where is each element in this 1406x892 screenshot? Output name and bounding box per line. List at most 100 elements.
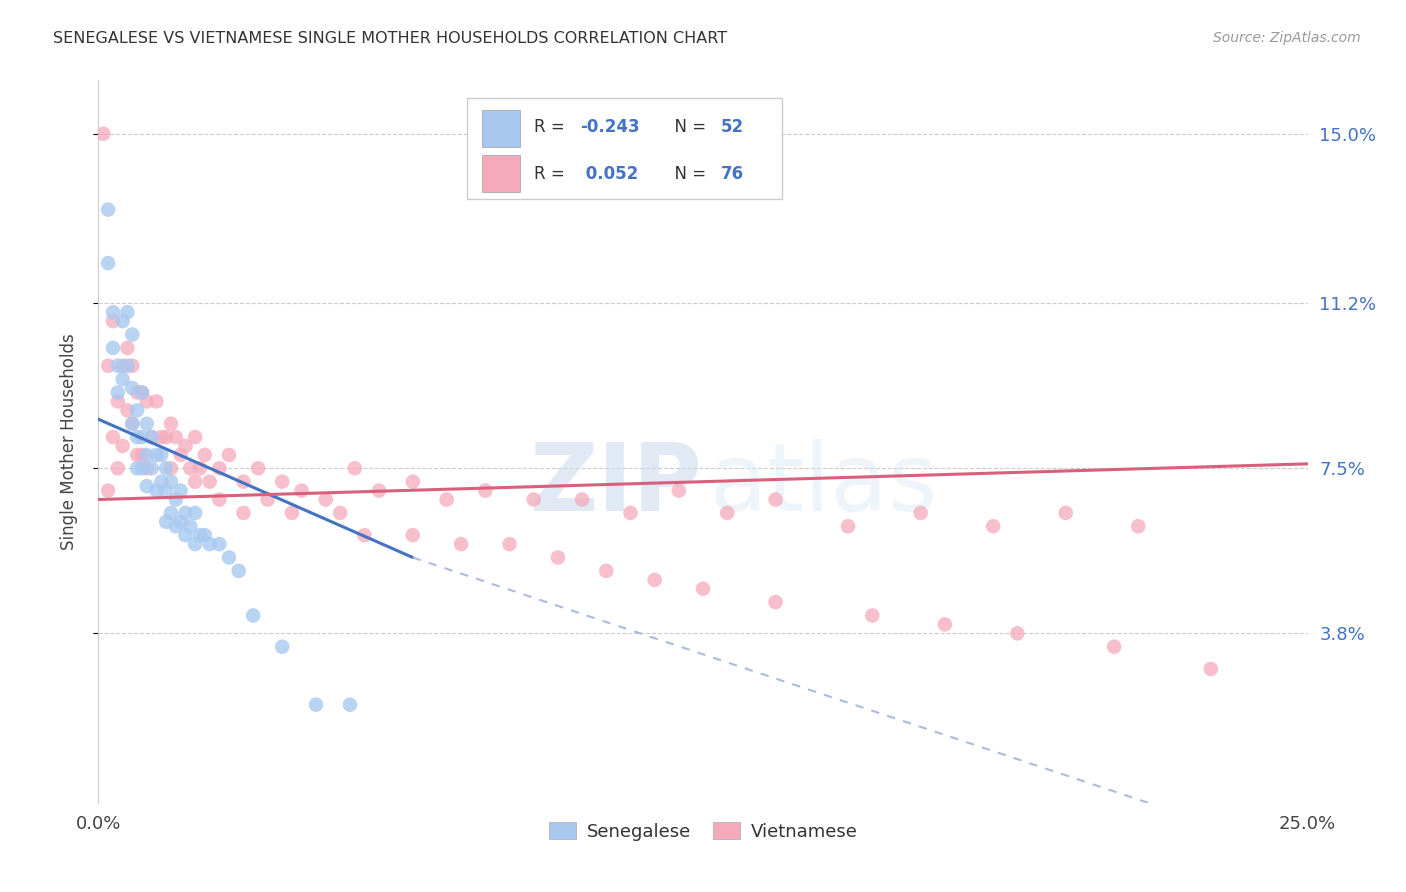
Point [595,564,617,578]
Point [150,430,173,444]
Point [271,475,294,489]
Point [436,492,458,507]
Point [188,461,211,475]
Point [111,439,134,453]
Point [131,385,153,400]
Point [127,448,149,462]
Point [343,461,366,475]
Point [179,519,201,533]
Point [117,305,139,319]
Point [218,448,240,462]
Point [184,537,207,551]
Point [1128,519,1150,533]
Point [97,256,120,270]
Point [208,492,231,507]
Text: 0.052: 0.052 [579,165,638,183]
Point [131,385,153,400]
Point [145,394,167,409]
Point [160,475,183,489]
Point [765,492,787,507]
Point [1054,506,1077,520]
Point [127,461,149,475]
Text: 52: 52 [721,119,744,136]
Point [247,461,270,475]
Point [101,341,124,355]
Point [121,327,143,342]
Point [174,439,197,453]
Legend: Senegalese, Vietnamese: Senegalese, Vietnamese [541,815,865,848]
Point [1102,640,1125,654]
Text: R =: R = [534,165,569,183]
Text: atlas: atlas [709,439,938,531]
Point [668,483,690,498]
Point [145,448,167,462]
Point [107,394,129,409]
Point [111,372,134,386]
Point [141,461,163,475]
Point [174,528,197,542]
Point [135,394,157,409]
Point [117,341,139,355]
Point [184,430,207,444]
Point [127,385,149,400]
Point [101,430,124,444]
Point [194,528,217,542]
Text: SENEGALESE VS VIETNAMESE SINGLE MOTHER HOUSEHOLDS CORRELATION CHART: SENEGALESE VS VIETNAMESE SINGLE MOTHER H… [53,31,727,46]
Point [117,403,139,417]
Point [141,430,163,444]
Point [271,640,294,654]
Point [145,483,167,498]
Point [184,506,207,520]
Point [117,359,139,373]
Text: ZIP: ZIP [530,439,703,531]
Point [169,448,191,462]
Text: N =: N = [664,165,711,183]
Point [242,608,264,623]
Point [934,617,956,632]
Point [218,550,240,565]
Point [232,506,254,520]
Point [208,461,231,475]
Point [165,430,187,444]
Point [111,314,134,328]
Point [498,537,520,551]
Point [141,430,163,444]
Text: 76: 76 [721,165,744,183]
Point [121,359,143,373]
Point [127,403,149,417]
Point [188,528,211,542]
Point [194,448,217,462]
FancyBboxPatch shape [467,98,782,200]
Point [97,202,120,217]
Point [450,537,472,551]
Point [165,492,187,507]
Point [150,448,173,462]
Point [135,417,157,431]
Point [135,461,157,475]
Point [571,492,593,507]
Text: R =: R = [534,119,569,136]
Point [329,506,352,520]
Point [111,359,134,373]
Point [315,492,337,507]
Point [228,564,250,578]
Point [169,515,191,529]
Point [860,608,883,623]
FancyBboxPatch shape [482,154,520,193]
Text: Source: ZipAtlas.com: Source: ZipAtlas.com [1213,31,1361,45]
Point [353,528,375,542]
Point [402,475,425,489]
Point [169,483,191,498]
Point [402,528,425,542]
Point [160,461,183,475]
Point [256,492,278,507]
Point [765,595,787,609]
Point [644,573,666,587]
Point [101,305,124,319]
Point [155,483,177,498]
Point [305,698,328,712]
Point [155,515,177,529]
Point [184,475,207,489]
Point [97,359,120,373]
Point [101,314,124,328]
